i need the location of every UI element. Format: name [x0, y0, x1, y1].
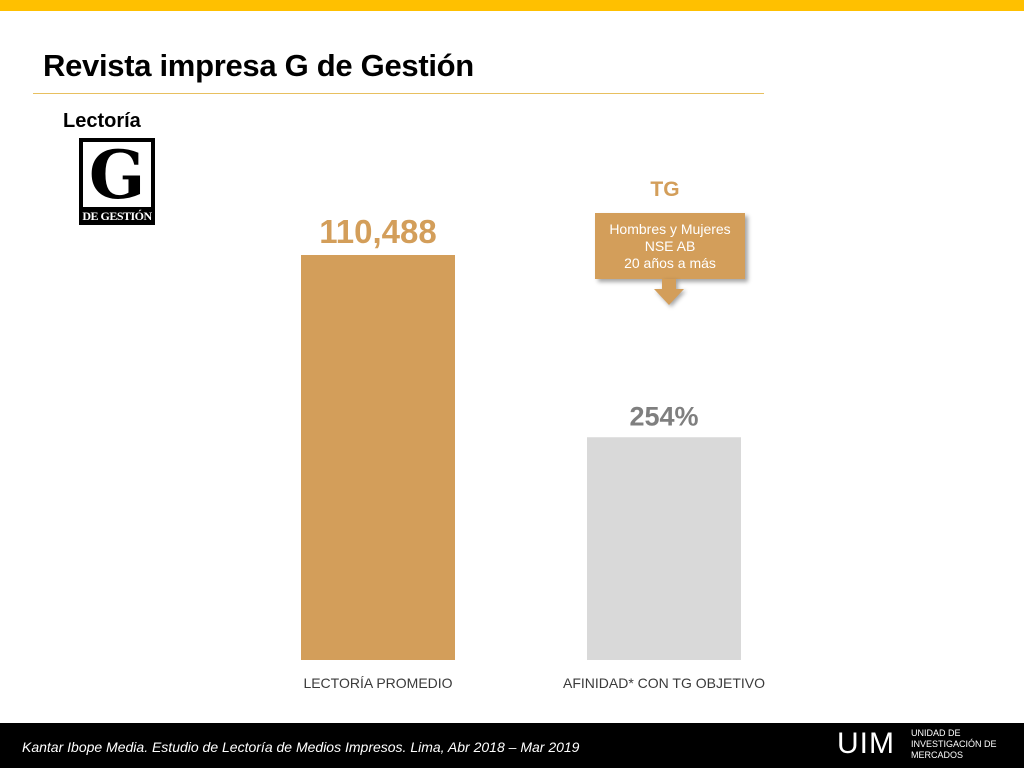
- footer-brand-line: INVESTIGACIÓN DE: [911, 739, 997, 749]
- bar-value-label: 110,488: [319, 213, 436, 250]
- title-divider: [33, 93, 764, 94]
- logo-subtitle: DE GESTIÓN: [82, 209, 152, 223]
- logo-letter-box: G: [83, 135, 151, 214]
- callout-line: 20 años a más: [624, 254, 716, 271]
- bar-value-label: 254%: [629, 401, 698, 431]
- footer-bar: Kantar Ibope Media. Estudio de Lectoría …: [0, 723, 1024, 768]
- footer-brand-subtitle: UNIDAD DE INVESTIGACIÓN DE MERCADOS: [911, 728, 997, 761]
- page-title: Revista impresa G de Gestión: [43, 48, 474, 83]
- category-label: LECTORÍA PROMEDIO: [303, 675, 452, 691]
- callout-line: Hombres y Mujeres: [609, 220, 731, 237]
- callout-title: TG: [650, 178, 680, 201]
- callout-arrow-stem: [662, 279, 676, 289]
- callout-arrow-head: [654, 289, 684, 305]
- section-label: Lectoría: [63, 110, 141, 132]
- bar-1: [587, 437, 741, 660]
- logo-letter: G: [88, 135, 146, 214]
- bar-0: [301, 255, 455, 660]
- category-label: AFINIDAD* CON TG OBJETIVO: [563, 675, 765, 691]
- callout-line: NSE AB: [644, 237, 696, 254]
- target-group-callout: Hombres y Mujeres NSE AB 20 años a más: [595, 213, 745, 279]
- g-de-gestion-logo: G DE GESTIÓN: [79, 138, 155, 225]
- footer-brand-line: MERCADOS: [911, 750, 964, 760]
- top-accent-bar: [0, 0, 1024, 11]
- footer-source: Kantar Ibope Media. Estudio de Lectoría …: [22, 739, 580, 755]
- footer-brand-line: UNIDAD DE: [911, 728, 961, 738]
- footer-brand: UIM: [837, 727, 895, 760]
